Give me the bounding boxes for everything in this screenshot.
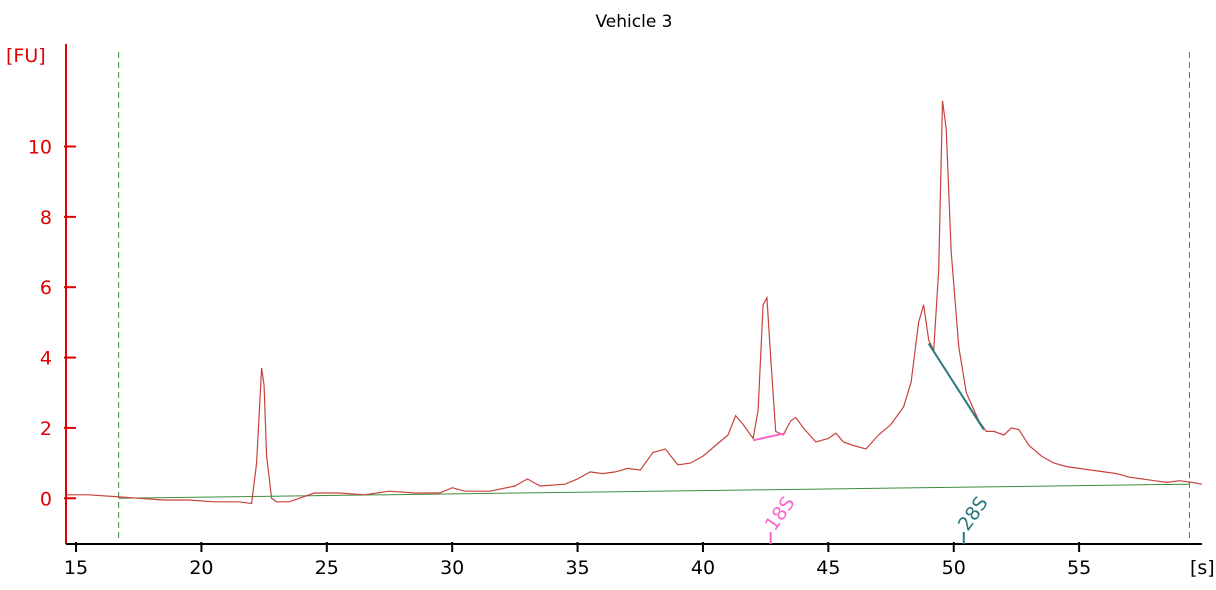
y-tick-label: 4 bbox=[40, 348, 52, 370]
chart-title: Vehicle 3 bbox=[595, 12, 672, 32]
x-tick-label: 15 bbox=[64, 557, 88, 579]
x-tick-label: 20 bbox=[189, 557, 213, 579]
x-tick-label: 55 bbox=[1067, 557, 1091, 579]
x-axis-unit: [s] bbox=[1190, 557, 1215, 579]
y-tick-label: 8 bbox=[40, 207, 52, 229]
x-tick-label: 35 bbox=[565, 557, 589, 579]
y-tick-label: 0 bbox=[40, 488, 52, 510]
y-axis-unit: [FU] bbox=[6, 45, 46, 67]
peak-region-segment bbox=[752, 432, 786, 442]
peak-region-segment bbox=[927, 342, 985, 431]
y-tick-label: 2 bbox=[40, 418, 52, 440]
baseline-line bbox=[118, 483, 1190, 499]
x-tick-label: 45 bbox=[816, 557, 840, 579]
x-tick-label: 40 bbox=[691, 557, 715, 579]
series-trace-line bbox=[66, 100, 1203, 505]
x-tick-label: 50 bbox=[942, 557, 966, 579]
peak-label: 28S bbox=[954, 493, 993, 535]
y-tick-label: 6 bbox=[40, 277, 52, 299]
x-tick-label: 30 bbox=[440, 557, 464, 579]
plot-area: 0 2 4 6 8 10 [FU] 15 20 25 30 35 40 45 50 55 [s] 18S 28S bbox=[6, 44, 1215, 579]
x-tick-label: 25 bbox=[315, 557, 339, 579]
y-tick-label: 10 bbox=[28, 136, 52, 158]
peak-label: 18S bbox=[761, 493, 800, 535]
